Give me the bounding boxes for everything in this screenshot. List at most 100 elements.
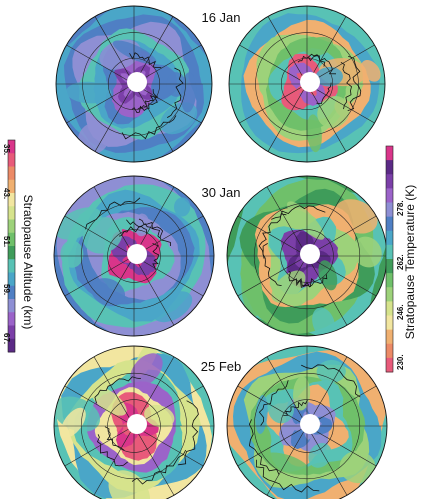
polar-map-panel — [53, 175, 215, 337]
contour-blob — [173, 197, 191, 217]
altitude-colorbar-segment — [8, 338, 15, 353]
polar-maps — [53, 5, 388, 499]
map-outline — [226, 345, 388, 499]
contour-blob — [318, 260, 338, 291]
contour-blob — [166, 72, 186, 97]
coastline — [296, 274, 328, 288]
altitude-tick-0: 35. — [2, 144, 11, 155]
altitude-colorbar-segment — [8, 153, 15, 167]
temperature-tick-0: 230. — [396, 354, 405, 370]
temperature-colorbar-segment — [386, 343, 393, 359]
temperature-colorbar-segment — [386, 357, 393, 373]
coastline — [137, 89, 159, 110]
altitude-colorbar-segment — [8, 272, 15, 287]
contour-blob — [293, 376, 311, 411]
coastline — [97, 434, 128, 467]
temperature-colorbar-segment — [386, 244, 393, 260]
contour-blob — [90, 386, 127, 416]
altitude-tick-3: 59. — [2, 284, 11, 295]
coastline — [288, 270, 315, 288]
contour-blob — [271, 270, 306, 303]
coastline — [126, 219, 161, 239]
altitude-colorbar-segment — [8, 206, 15, 220]
coastline — [271, 205, 326, 220]
altitude-colorbar-segment — [8, 179, 15, 194]
coastline — [301, 364, 361, 398]
pole-mask — [127, 244, 147, 264]
contour-blob — [361, 59, 381, 82]
temperature-colorbar-segment — [386, 202, 393, 218]
altitude-colorbar-segment — [8, 219, 15, 234]
altitude-tick-1: 43. — [2, 188, 11, 199]
temperature-tick-3: 278. — [396, 200, 405, 216]
temperature-colorbar-segment — [386, 188, 393, 203]
coastline — [258, 380, 289, 426]
pole-mask — [300, 244, 320, 264]
pole-mask — [300, 72, 320, 92]
coastline — [340, 61, 352, 110]
temperature-colorbar-segment — [386, 230, 393, 246]
coastline — [262, 243, 282, 286]
temperature-colorbar-segment — [386, 301, 393, 316]
contour-blob — [144, 404, 175, 428]
temperature-colorbar — [385, 145, 394, 373]
altitude-colorbar-segment — [8, 259, 15, 273]
altitude-colorbar-label: Stratopause Altitude (km) — [21, 195, 35, 330]
temperature-colorbar-segment — [386, 174, 393, 189]
coastline — [118, 226, 147, 237]
pole-mask — [127, 72, 147, 92]
contour-blob — [267, 393, 295, 424]
contour-blob — [306, 114, 322, 153]
coastline — [248, 419, 280, 475]
temperature-colorbar-segment — [386, 259, 393, 274]
contour-blob — [134, 213, 150, 237]
contour-blob — [263, 452, 310, 475]
altitude-colorbar-segment — [8, 193, 15, 207]
temperature-colorbar-segment — [386, 329, 393, 345]
contour-blob — [287, 201, 325, 240]
coastline — [131, 95, 158, 114]
altitude-colorbar-segment — [8, 166, 15, 181]
map-outline — [228, 5, 386, 163]
polar-map-panel — [226, 345, 388, 499]
contour-blob — [66, 81, 112, 104]
altitude-tick-4: 67. — [2, 333, 11, 344]
altitude-colorbar-segment — [8, 140, 15, 154]
coastline — [129, 52, 162, 69]
date-label-row-1: 16 Jan — [201, 10, 240, 25]
contour-blob — [82, 217, 123, 254]
contour-blob — [91, 278, 126, 307]
temperature-colorbar-segment — [386, 273, 393, 288]
contour-blob — [315, 66, 343, 87]
coastline — [283, 399, 308, 416]
date-label-row-2: 30 Jan — [201, 185, 240, 200]
temperature-colorbar-segment — [386, 315, 393, 331]
contour-blob — [312, 307, 336, 336]
polar-map-panel — [53, 345, 215, 499]
coastline — [255, 459, 320, 493]
temperature-colorbar-segment — [386, 216, 393, 232]
coastline — [166, 67, 184, 118]
map-outline — [53, 175, 215, 337]
temperature-tick-1: 246. — [396, 304, 405, 320]
pole-mask — [300, 414, 320, 434]
temperature-tick-labels: 230. 246. 262. 278. — [396, 200, 405, 370]
temperature-colorbar-label: Stratopause Temperature (K) — [403, 185, 417, 340]
temperature-colorbar-segment — [386, 287, 393, 302]
polar-map-panel — [226, 175, 388, 337]
altitude-colorbar-segment — [8, 232, 15, 247]
contour-blob — [241, 265, 263, 317]
temperature-colorbar-segment — [386, 160, 393, 175]
altitude-tick-labels: 35. 43. 51. 59. 67. — [2, 144, 11, 344]
temperature-tick-2: 262. — [396, 254, 405, 270]
map-outline — [53, 345, 215, 499]
pole-mask — [127, 414, 147, 434]
date-label-row-3: 25 Feb — [201, 359, 241, 374]
altitude-colorbar-segment — [8, 246, 15, 260]
altitude-colorbar-segment — [8, 325, 15, 340]
polar-map-panel — [228, 5, 386, 163]
coastline — [94, 376, 141, 404]
contour-blob — [60, 407, 86, 438]
contour-blob — [334, 199, 378, 234]
